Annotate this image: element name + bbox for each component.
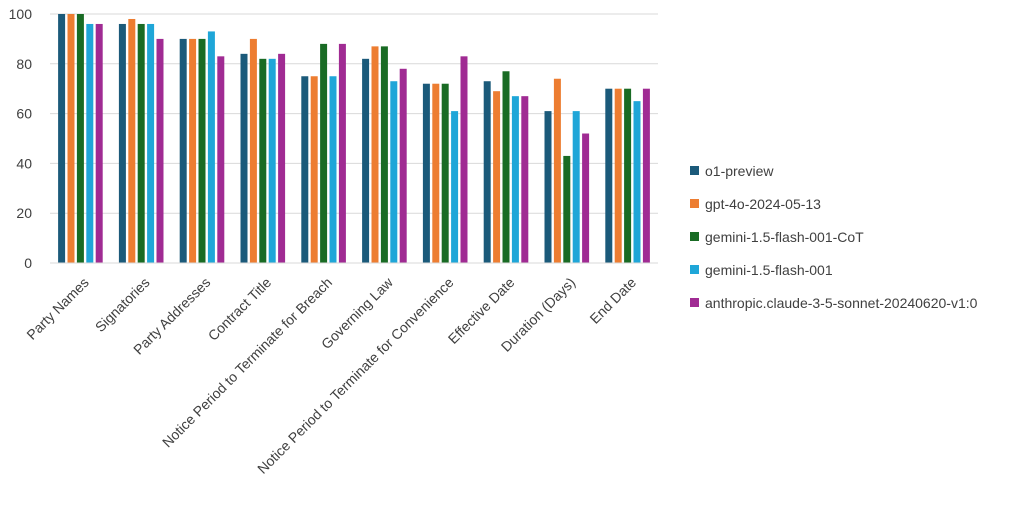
bar bbox=[633, 101, 641, 264]
bar bbox=[521, 96, 529, 263]
bar bbox=[493, 91, 501, 263]
legend-item: anthropic.claude-3-5-sonnet-20240620-v1:… bbox=[690, 286, 977, 319]
legend: o1-preview gpt-4o-2024-05-13 gemini-1.5-fl… bbox=[690, 154, 977, 319]
bar bbox=[422, 83, 430, 263]
bar bbox=[240, 53, 248, 264]
y-axis: 0 20 40 60 80 100 bbox=[9, 6, 33, 271]
bar bbox=[217, 56, 225, 263]
bar bbox=[301, 76, 309, 263]
bar bbox=[118, 23, 126, 264]
bar bbox=[624, 88, 632, 263]
y-tick-label: 80 bbox=[16, 56, 32, 72]
legend-label: anthropic.claude-3-5-sonnet-20240620-v1:… bbox=[705, 294, 978, 311]
legend-item: gemini-1.5-flash-001 bbox=[690, 253, 977, 286]
bar bbox=[58, 14, 66, 263]
bar bbox=[605, 88, 613, 263]
bars bbox=[58, 14, 650, 264]
bar bbox=[278, 53, 286, 264]
bar bbox=[329, 76, 337, 263]
x-tick-label: Party Names bbox=[23, 274, 92, 343]
bar bbox=[156, 38, 164, 264]
legend-item: gpt-4o-2024-05-13 bbox=[690, 187, 977, 220]
legend-label: o1-preview bbox=[705, 162, 774, 179]
bar bbox=[76, 14, 84, 263]
legend-swatch bbox=[690, 232, 699, 241]
bar bbox=[614, 88, 622, 263]
bar bbox=[147, 23, 155, 264]
bar bbox=[390, 81, 398, 263]
bar bbox=[249, 38, 257, 264]
legend-item: o1-preview bbox=[690, 154, 977, 187]
bar bbox=[502, 71, 510, 264]
y-tick-label: 20 bbox=[16, 205, 32, 221]
y-tick-label: 60 bbox=[16, 106, 32, 122]
bar bbox=[511, 96, 519, 263]
bar bbox=[483, 81, 491, 263]
bar bbox=[207, 31, 215, 264]
bar bbox=[544, 111, 552, 263]
bar bbox=[320, 43, 328, 263]
bar bbox=[563, 155, 571, 263]
bar bbox=[432, 83, 440, 263]
bar bbox=[362, 58, 370, 263]
bar bbox=[553, 78, 561, 264]
bar bbox=[572, 111, 580, 263]
bar bbox=[198, 38, 206, 264]
legend-label: gemini-1.5-flash-001-CoT bbox=[705, 228, 864, 245]
bar bbox=[380, 46, 388, 264]
legend-swatch bbox=[690, 298, 699, 307]
legend-label: gpt-4o-2024-05-13 bbox=[705, 195, 821, 212]
bar bbox=[179, 38, 187, 264]
bar bbox=[451, 111, 459, 263]
bar bbox=[642, 88, 650, 263]
bar bbox=[582, 133, 590, 263]
legend-swatch bbox=[690, 166, 699, 175]
y-tick-label: 40 bbox=[16, 155, 32, 171]
bar bbox=[189, 38, 197, 264]
legend-swatch bbox=[690, 199, 699, 208]
bar bbox=[259, 58, 267, 263]
bar bbox=[371, 46, 379, 264]
bar bbox=[460, 56, 468, 263]
bar bbox=[67, 14, 75, 263]
x-tick-label: End Date bbox=[586, 274, 639, 327]
bar bbox=[128, 18, 136, 264]
legend-swatch bbox=[690, 265, 699, 274]
bar bbox=[310, 76, 318, 263]
bar bbox=[338, 43, 346, 263]
y-tick-label: 100 bbox=[9, 6, 33, 22]
bar bbox=[95, 23, 103, 264]
bar bbox=[441, 83, 449, 263]
bar bbox=[137, 23, 145, 264]
legend-item: gemini-1.5-flash-001-CoT bbox=[690, 220, 977, 253]
bar bbox=[268, 58, 276, 263]
bar bbox=[86, 23, 94, 264]
x-tick-label: Signatories bbox=[92, 274, 153, 335]
bar bbox=[399, 68, 407, 263]
legend-label: gemini-1.5-flash-001 bbox=[705, 261, 833, 278]
y-tick-label: 0 bbox=[24, 255, 32, 271]
